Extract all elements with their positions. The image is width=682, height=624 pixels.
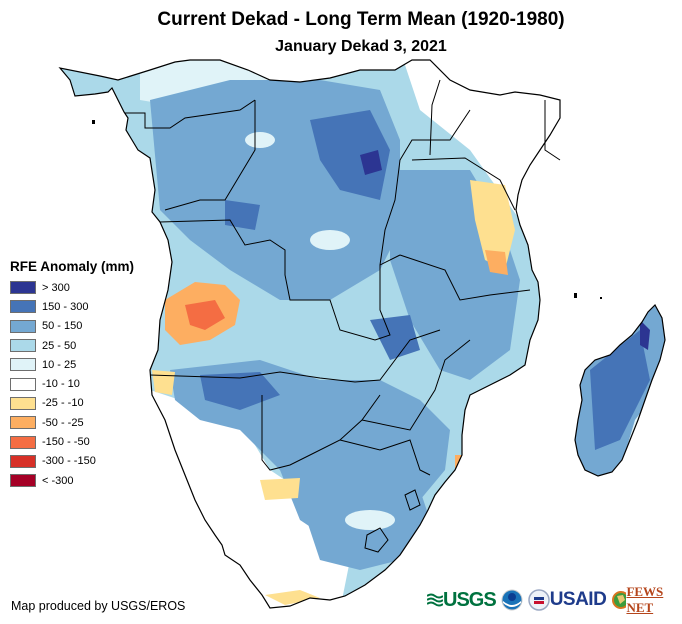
legend-label: 10 - 25: [42, 358, 77, 371]
border: [149, 329, 441, 383]
dry-region-southwest: [150, 390, 350, 608]
dry-patch-tanzania: [485, 250, 508, 275]
patch: [245, 132, 275, 148]
legend-item: 10 - 25: [10, 355, 134, 374]
legend: RFE Anomaly (mm) > 300 150 - 300 50 - 150 2…: [10, 259, 134, 490]
extreme-wet-spot: [360, 150, 382, 175]
usaid-label: USAID: [549, 589, 607, 610]
legend-title: RFE Anomaly (mm): [10, 259, 135, 274]
madagascar-extreme: [640, 320, 650, 350]
legend-item: -50 - -25: [10, 413, 134, 432]
dry-patch-namibia-coast: [152, 370, 175, 395]
legend-label: -50 - -25: [42, 416, 84, 429]
border: [261, 394, 381, 471]
usgs-waves-icon: [427, 593, 443, 607]
legend-item: -300 - -150: [10, 452, 134, 471]
legend-item: > 300: [10, 278, 134, 297]
legend-label: -300 - -150: [42, 455, 96, 468]
dry-anomaly-tanzania: [470, 180, 515, 270]
usgs-logo: USGS: [427, 588, 497, 612]
logo-bar: USGS USAID FEWS NET: [427, 584, 682, 616]
very-wet-drc-west: [225, 200, 260, 230]
legend-item: -25 - -10: [10, 394, 134, 413]
border: [379, 109, 471, 266]
legend-swatch: [10, 396, 36, 410]
border: [125, 99, 256, 129]
legend-swatch: [10, 454, 36, 468]
legend-item: 50 - 150: [10, 317, 134, 336]
map-subtitle: January Dekad 3, 2021: [275, 38, 447, 55]
noaa-logo: [501, 589, 523, 611]
legend-item: 150 - 300: [10, 297, 134, 316]
legend-label: 25 - 50: [42, 339, 77, 352]
legend-label: < -300: [42, 474, 74, 487]
very-wet-zambia: [370, 315, 420, 360]
border: [429, 79, 441, 156]
usaid-logo: USAID: [527, 589, 607, 611]
legend-swatch: [10, 339, 36, 353]
dry-patch-kalahari: [260, 478, 300, 500]
noaa-emblem-icon: [501, 589, 523, 611]
eswatini-border: [404, 489, 421, 511]
country-borders: [125, 79, 561, 553]
border: [159, 219, 401, 341]
legend-swatch: [10, 435, 36, 449]
patch: [345, 510, 395, 530]
legend-swatch: [10, 300, 36, 314]
legend-item: < -300: [10, 471, 134, 490]
severe-dry-angola: [185, 300, 225, 330]
legend-swatch: [10, 377, 36, 391]
border: [411, 157, 516, 211]
legend-label: 150 - 300: [42, 300, 89, 313]
fewsnet-globe-icon: [612, 591, 627, 609]
legend-swatch: [10, 416, 36, 430]
fewsnet-label: FEWS NET: [626, 584, 664, 615]
legend-swatch: [10, 319, 36, 333]
legend-swatch: [10, 281, 36, 295]
island: [574, 293, 577, 298]
legend-swatch: [10, 358, 36, 372]
border: [164, 100, 256, 211]
legend-swatch: [10, 474, 36, 488]
very-wet-congo: [310, 110, 390, 200]
dry-patch-southcoast: [265, 590, 320, 605]
island: [92, 120, 95, 124]
legend-item: 25 - 50: [10, 336, 134, 355]
border: [544, 100, 561, 161]
legend-label: -25 - -10: [42, 397, 84, 410]
legend-item: -10 - 10: [10, 374, 134, 393]
legend-label: 50 - 150: [42, 320, 83, 333]
border: [339, 439, 431, 476]
fewsnet-logo: FEWS NET: [611, 584, 677, 616]
very-wet-namibia: [200, 372, 280, 410]
legend-label: > 300: [42, 281, 70, 294]
legend-item: -150 - -50: [10, 432, 134, 451]
map-title: Current Dekad - Long Term Mean (1920-198…: [157, 9, 565, 30]
madagascar-wet: [590, 330, 650, 450]
lesotho-border: [364, 527, 389, 553]
usgs-label: USGS: [443, 588, 497, 611]
usaid-seal-icon: [527, 589, 550, 611]
border: [361, 339, 471, 431]
border: [399, 254, 531, 301]
credit-text: Map produced by USGS/EROS: [11, 599, 186, 613]
legend-label: -150 - -50: [42, 436, 90, 449]
island: [600, 297, 602, 299]
legend-label: -10 - 10: [42, 378, 80, 391]
patch: [310, 230, 350, 250]
